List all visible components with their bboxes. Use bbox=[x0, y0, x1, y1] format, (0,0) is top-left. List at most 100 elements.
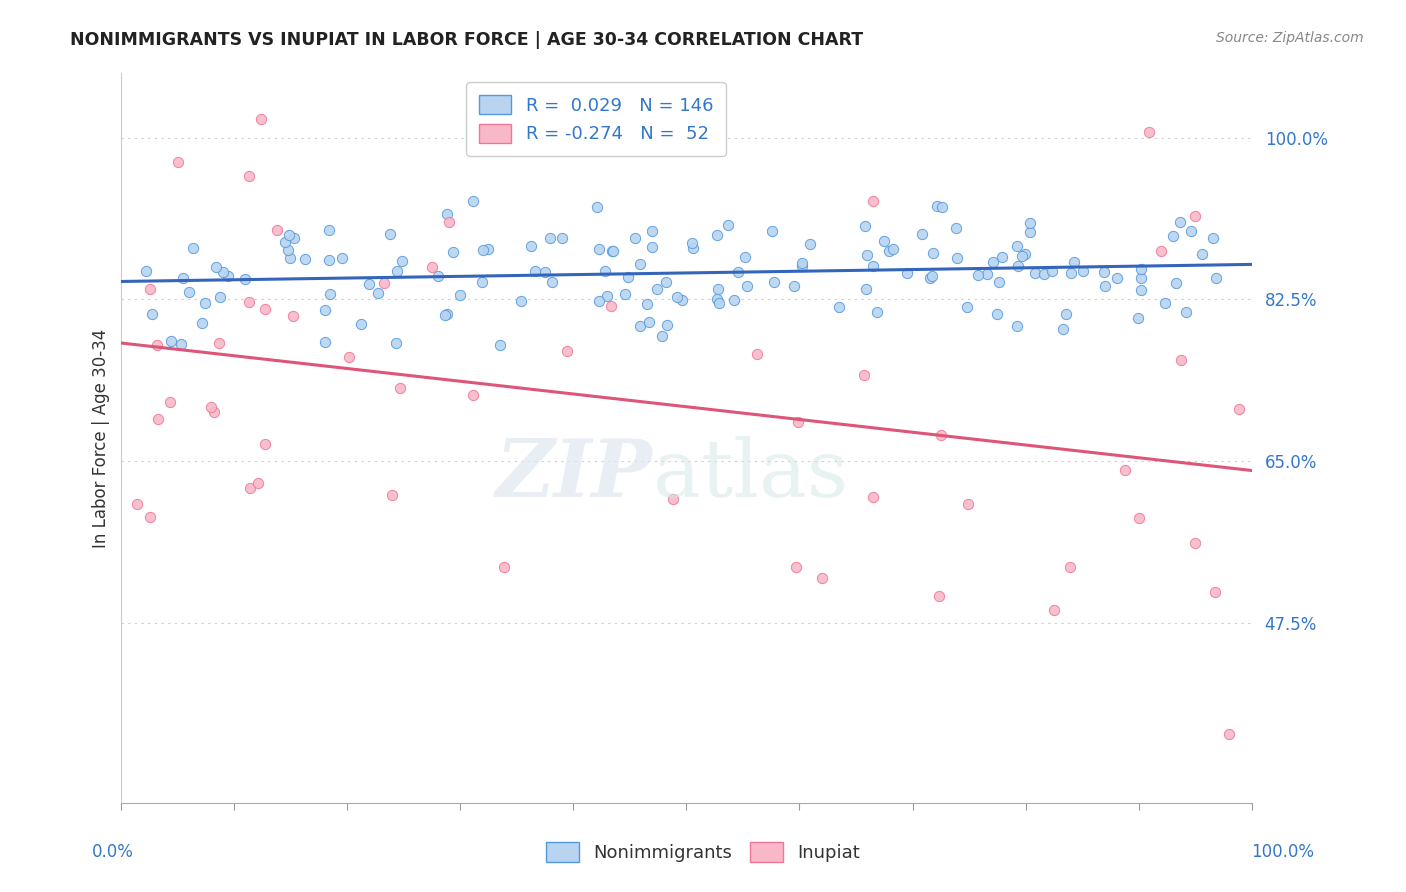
Point bbox=[1024, 266, 1046, 280]
Point bbox=[617, 270, 640, 285]
Text: Source: ZipAtlas.com: Source: ZipAtlas.com bbox=[1216, 31, 1364, 45]
Point bbox=[734, 250, 756, 264]
Point bbox=[657, 318, 679, 332]
Point bbox=[202, 405, 225, 419]
Point bbox=[717, 219, 740, 233]
Point bbox=[437, 215, 460, 229]
Point bbox=[1137, 125, 1160, 139]
Point bbox=[747, 346, 769, 360]
Point bbox=[461, 387, 484, 401]
Point bbox=[882, 242, 904, 256]
Point bbox=[988, 275, 1011, 289]
Point bbox=[957, 497, 980, 511]
Point bbox=[990, 250, 1012, 264]
Point bbox=[877, 244, 900, 259]
Point bbox=[488, 338, 510, 352]
Point bbox=[1168, 215, 1191, 229]
Point bbox=[463, 194, 485, 208]
Point bbox=[1130, 271, 1153, 285]
Point bbox=[278, 227, 301, 242]
Point bbox=[181, 241, 204, 255]
Point bbox=[983, 255, 1005, 269]
Point bbox=[723, 293, 745, 307]
Point bbox=[1033, 267, 1056, 281]
Point bbox=[654, 275, 676, 289]
Point bbox=[477, 242, 499, 256]
Point bbox=[294, 252, 316, 266]
Point bbox=[1060, 266, 1083, 280]
Point bbox=[636, 297, 658, 311]
Point bbox=[391, 253, 413, 268]
Point bbox=[1063, 255, 1085, 269]
Point bbox=[1163, 229, 1185, 244]
Point bbox=[208, 336, 231, 351]
Point bbox=[1043, 603, 1066, 617]
Point bbox=[191, 316, 214, 330]
Point bbox=[1174, 304, 1197, 318]
Point bbox=[314, 303, 336, 318]
Point bbox=[763, 275, 786, 289]
Point bbox=[318, 223, 340, 237]
Point bbox=[524, 264, 547, 278]
Point bbox=[1011, 249, 1033, 263]
Point bbox=[811, 572, 834, 586]
Point bbox=[194, 295, 217, 310]
Point bbox=[427, 269, 450, 284]
Point bbox=[931, 428, 953, 442]
Point bbox=[585, 200, 607, 214]
Point bbox=[1052, 322, 1074, 336]
Point bbox=[146, 337, 169, 351]
Point bbox=[921, 246, 943, 260]
Point bbox=[233, 272, 256, 286]
Point bbox=[319, 286, 342, 301]
Text: NONIMMIGRANTS VS INUPIAT IN LABOR FORCE | AGE 30-34 CORRELATION CHART: NONIMMIGRANTS VS INUPIAT IN LABOR FORCE … bbox=[70, 31, 863, 49]
Point bbox=[624, 231, 647, 245]
Point bbox=[283, 230, 305, 244]
Point bbox=[853, 368, 876, 382]
Point bbox=[160, 334, 183, 349]
Point bbox=[1114, 463, 1136, 477]
Point bbox=[1007, 259, 1029, 273]
Point bbox=[661, 492, 683, 507]
Point bbox=[588, 243, 610, 257]
Point bbox=[862, 491, 884, 505]
Point bbox=[1129, 262, 1152, 277]
Point bbox=[1191, 247, 1213, 261]
Point bbox=[786, 415, 808, 429]
Y-axis label: In Labor Force | Age 30-34: In Labor Force | Age 30-34 bbox=[93, 328, 110, 548]
Point bbox=[337, 350, 360, 364]
Point bbox=[920, 271, 942, 285]
Point bbox=[436, 307, 458, 321]
Point bbox=[208, 290, 231, 304]
Point bbox=[277, 243, 299, 257]
Point bbox=[682, 241, 704, 255]
Point bbox=[1184, 209, 1206, 223]
Point bbox=[254, 302, 277, 317]
Point bbox=[127, 497, 149, 511]
Point bbox=[1092, 265, 1115, 279]
Point bbox=[641, 240, 664, 254]
Point bbox=[441, 244, 464, 259]
Point bbox=[247, 476, 270, 491]
Point bbox=[1204, 584, 1226, 599]
Point bbox=[388, 381, 411, 395]
Point bbox=[966, 268, 988, 283]
Text: 100.0%: 100.0% bbox=[1251, 843, 1315, 861]
Point bbox=[707, 296, 730, 310]
Point bbox=[139, 509, 162, 524]
Point bbox=[385, 264, 408, 278]
Point bbox=[602, 244, 624, 258]
Point bbox=[911, 227, 934, 242]
Point bbox=[205, 260, 228, 274]
Point bbox=[596, 289, 619, 303]
Text: ZIP: ZIP bbox=[496, 436, 652, 513]
Point bbox=[420, 260, 443, 275]
Point bbox=[266, 222, 288, 236]
Point bbox=[651, 329, 673, 343]
Point bbox=[976, 267, 998, 281]
Point bbox=[855, 247, 877, 261]
Point bbox=[707, 282, 730, 296]
Point bbox=[159, 395, 181, 409]
Point bbox=[253, 437, 276, 451]
Point bbox=[986, 307, 1008, 321]
